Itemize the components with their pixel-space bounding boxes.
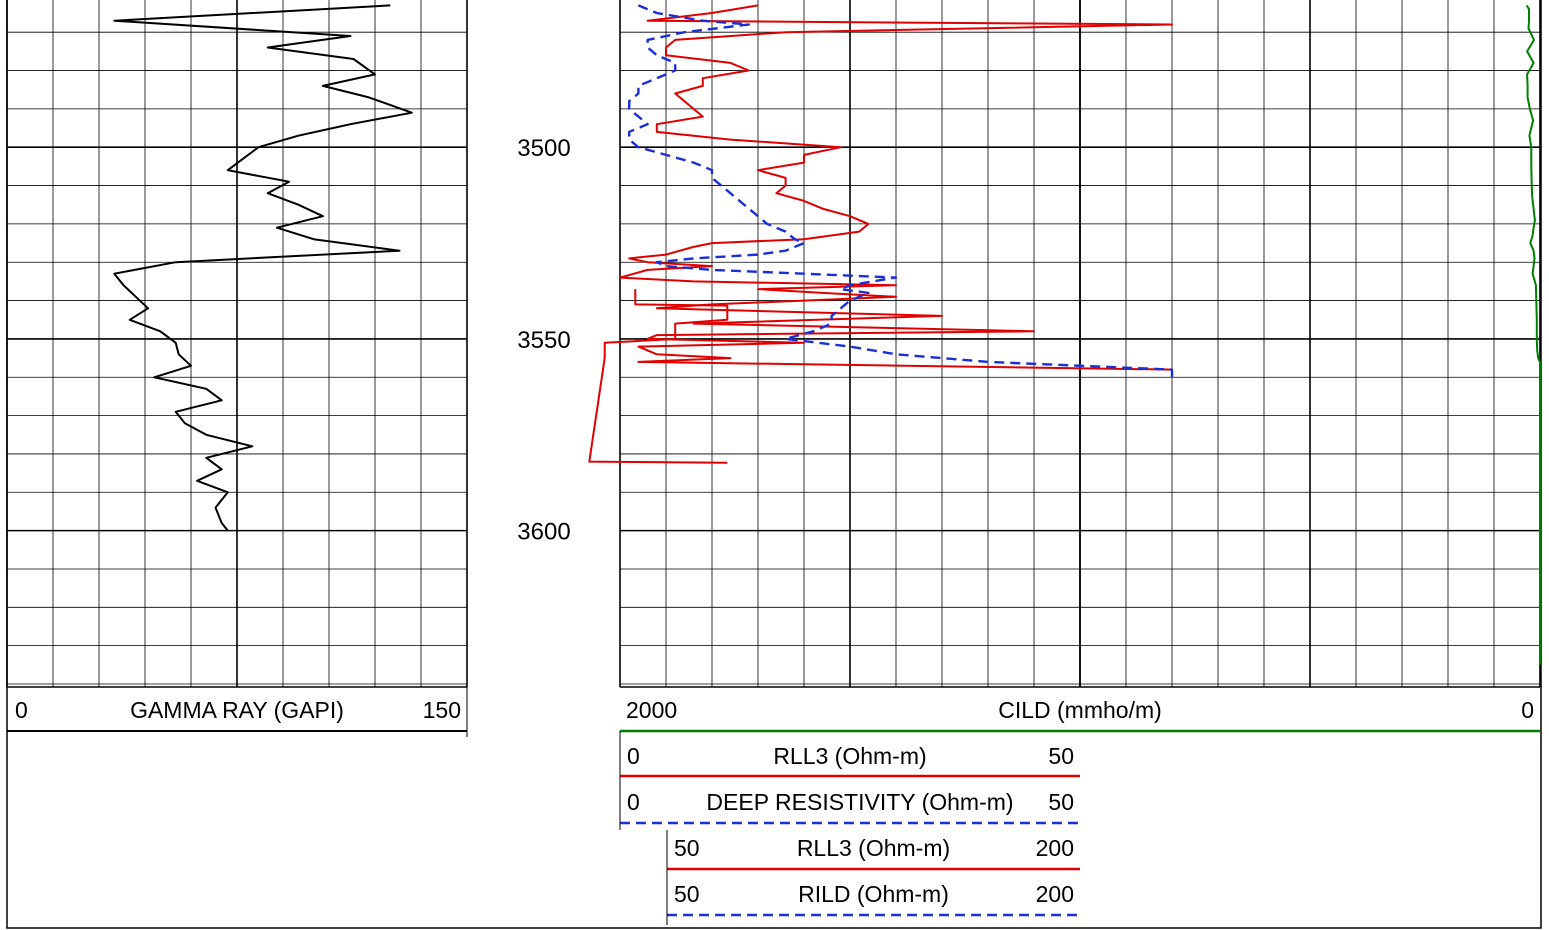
gamma-header-right: 150 xyxy=(423,697,461,723)
legend-row-right: 200 xyxy=(1036,835,1074,861)
depth-tick-label: 3500 xyxy=(517,135,570,162)
cild-header-left: 2000 xyxy=(626,697,677,723)
track-grids xyxy=(6,0,1542,929)
depth-tick-label: 3550 xyxy=(517,327,570,354)
track-headers: 0 GAMMA RAY (GAPI) 150 2000 CILD (mmho/m… xyxy=(7,687,1540,925)
gamma-ray-curve xyxy=(113,4,413,532)
depth-labels: 3500 3550 3600 xyxy=(517,135,570,545)
gamma-header-title: GAMMA RAY (GAPI) xyxy=(130,697,344,723)
legend-row-left: 50 xyxy=(674,835,700,861)
depth-tick-label: 3600 xyxy=(517,519,570,546)
rll3-curve xyxy=(588,289,729,464)
log-curves xyxy=(113,4,1541,665)
legend-row-title: RLL3 (Ohm-m) xyxy=(773,743,926,769)
legend-row-right: 200 xyxy=(1036,881,1074,907)
legend-row-title: DEEP RESISTIVITY (Ohm-m) xyxy=(706,789,1013,815)
cild-curve xyxy=(1525,4,1541,665)
legend-row-right: 50 xyxy=(1048,789,1074,815)
deep-resistivity-curve xyxy=(628,4,1174,378)
legend-row-left: 50 xyxy=(674,881,700,907)
legend-row-right: 50 xyxy=(1048,743,1074,769)
cild-header-title: CILD (mmho/m) xyxy=(998,697,1162,723)
gamma-header-left: 0 xyxy=(15,697,28,723)
legend-row-left: 0 xyxy=(627,743,640,769)
legend-row-title: RLL3 (Ohm-m) xyxy=(797,835,950,861)
legend-row-title: RILD (Ohm-m) xyxy=(798,881,949,907)
rll3-curve xyxy=(619,4,1173,372)
cild-header-right: 0 xyxy=(1521,697,1534,723)
legend-row-left: 0 xyxy=(627,789,640,815)
